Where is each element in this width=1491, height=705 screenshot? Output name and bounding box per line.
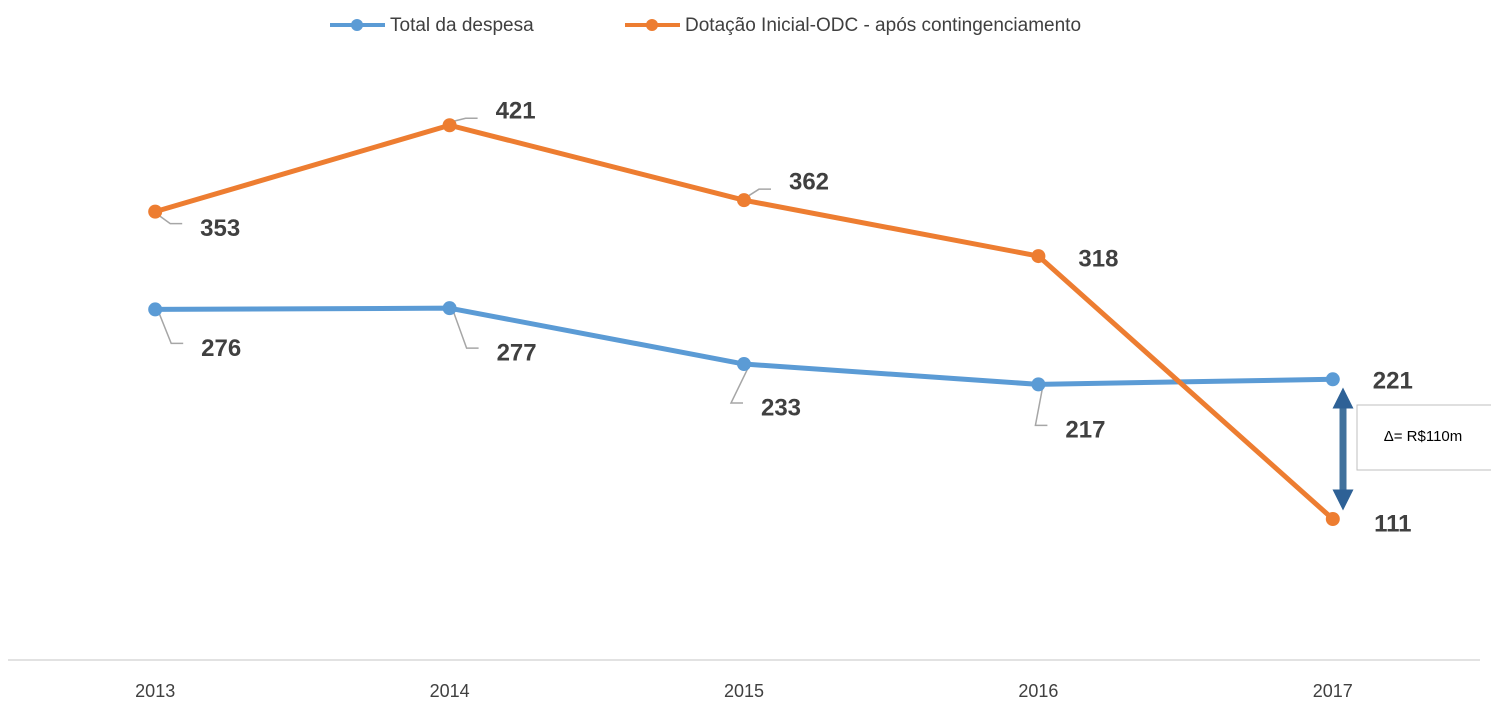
leader-line bbox=[729, 367, 749, 404]
data-label: 221 bbox=[1373, 368, 1413, 395]
data-point bbox=[1031, 377, 1046, 392]
data-label: 111 bbox=[1374, 510, 1411, 537]
data-point bbox=[442, 301, 457, 316]
legend-marker bbox=[351, 19, 363, 31]
data-point bbox=[737, 193, 751, 208]
legend-label: Total da despesa bbox=[390, 15, 534, 36]
x-tick-label: 2017 bbox=[1313, 681, 1353, 701]
data-label: 318 bbox=[1078, 245, 1118, 272]
legend-label: Dotação Inicial-ODC - após contingenciam… bbox=[685, 15, 1081, 36]
data-point bbox=[148, 204, 163, 219]
series-line bbox=[155, 305, 1333, 387]
leader-line bbox=[158, 215, 183, 225]
data-label: 421 bbox=[496, 98, 536, 125]
data-label: 353 bbox=[200, 215, 240, 242]
data-label: 277 bbox=[497, 339, 537, 366]
annotation-box bbox=[1356, 404, 1491, 471]
leader-line bbox=[1034, 388, 1048, 427]
x-tick-label: 2015 bbox=[724, 681, 764, 701]
data-label: 233 bbox=[761, 394, 801, 421]
data-point bbox=[1325, 512, 1340, 527]
data-label: 276 bbox=[201, 335, 241, 362]
legend-marker bbox=[646, 19, 658, 31]
leader-line bbox=[452, 311, 479, 349]
x-tick-label: 2013 bbox=[135, 681, 175, 701]
annotation: Δ= R$110m bbox=[1384, 428, 1463, 445]
data-label: 362 bbox=[789, 169, 829, 196]
leader-line bbox=[158, 313, 184, 345]
data-point bbox=[737, 357, 751, 372]
data-point bbox=[148, 302, 163, 317]
data-point bbox=[1325, 372, 1340, 387]
x-tick-label: 2016 bbox=[1018, 681, 1058, 701]
series-line bbox=[154, 122, 1335, 521]
leader-line bbox=[747, 188, 771, 197]
x-tick-label: 2014 bbox=[430, 681, 470, 701]
data-label: 217 bbox=[1065, 417, 1105, 444]
data-point bbox=[1031, 249, 1046, 264]
leader-line bbox=[453, 117, 478, 122]
data-point bbox=[442, 118, 457, 133]
